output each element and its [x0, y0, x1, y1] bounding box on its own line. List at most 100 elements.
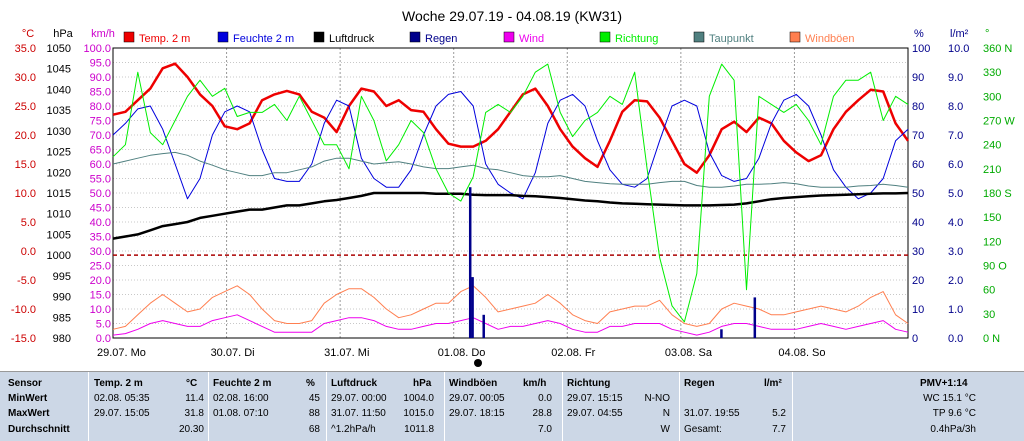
max-temp-value: 31.8: [184, 408, 204, 419]
pressure-axis-tick: 985: [53, 312, 71, 324]
temp-axis-tick: -10.0: [11, 304, 36, 316]
min-hum-value: 45: [308, 393, 320, 404]
rain-bar: [720, 329, 723, 338]
min-dir-time: 29.07. 15:15: [567, 393, 623, 404]
temp-axis-tick: 15.0: [15, 159, 36, 171]
direction-axis-tick: 360 N: [983, 43, 1012, 55]
row-max-label: MaxWert: [8, 408, 50, 419]
temp-axis-tick: 35.0: [15, 43, 36, 55]
pressure-axis-tick: 1015: [47, 188, 71, 200]
rain-bar: [471, 277, 474, 338]
pressure-axis-tick: 1020: [47, 167, 71, 179]
max-dir-value: N: [662, 408, 670, 419]
wind-axis-tick: 30.0: [90, 246, 111, 258]
legend-label: Luftdruck: [329, 33, 375, 45]
wind-axis-tick: 50.0: [90, 188, 111, 200]
row-min-label: MinWert: [8, 393, 48, 404]
avg-hum-value: 68: [308, 424, 320, 435]
min-hum-time: 02.08. 16:00: [213, 393, 269, 404]
series-richtung: [112, 63, 909, 323]
wind-axis-tick: 5.0: [96, 319, 111, 331]
rain-axis-unit: l/m²: [950, 28, 969, 40]
legend-label: Windböen: [805, 33, 855, 45]
min-dir-value: N-NO: [644, 393, 670, 404]
humidity-axis-unit: %: [914, 28, 924, 40]
legend-swatch: [789, 31, 801, 43]
rain-axis-tick: 2.0: [948, 275, 963, 287]
x-day-label: 30.07. Di: [211, 347, 255, 359]
wind-axis-unit: km/h: [91, 28, 115, 40]
humidity-axis-tick: 10: [912, 304, 924, 316]
temp-axis-tick: -5.0: [17, 275, 36, 287]
legend-label: Taupunkt: [709, 33, 754, 45]
legend-item: Wind: [503, 31, 544, 45]
current-day-marker: [474, 359, 482, 367]
direction-axis-tick: 210: [983, 164, 1001, 176]
legend-swatch: [599, 31, 611, 43]
temp-axis-tick: 10.0: [15, 188, 36, 200]
pressure-axis-tick: 1025: [47, 147, 71, 159]
direction-axis-unit: °: [985, 28, 989, 40]
rain-axis-tick: 9.0: [948, 72, 963, 84]
humidity-axis-tick: 30: [912, 246, 924, 258]
wind-axis-tick: 80.0: [90, 101, 111, 113]
direction-axis-tick: 330: [983, 67, 1001, 79]
direction-axis-tick: 270 W: [983, 116, 1015, 128]
header-pmv: PMV+1:14: [920, 378, 968, 389]
chart-title: Woche 29.07.19 - 04.08.19 (KW31): [402, 8, 622, 24]
direction-axis-tick: 60: [983, 285, 995, 297]
legend-swatch: [123, 31, 135, 43]
direction-axis-tick: 300: [983, 91, 1001, 103]
humidity-axis-tick: 60: [912, 159, 924, 171]
rain-bar: [468, 187, 472, 338]
max-hum-time: 01.08. 07:10: [213, 408, 269, 419]
wind-axis-tick: 65.0: [90, 145, 111, 157]
wind-axis-tick: 70.0: [90, 130, 111, 142]
temp-axis-tick: 5.0: [21, 217, 36, 229]
series-taupunkt: [112, 151, 909, 188]
avg-press-value: 1011.8: [404, 424, 434, 435]
header-pressure-unit: hPa: [413, 378, 432, 389]
rain-axis-tick: 10.0: [948, 43, 969, 55]
min-gust-value: 0.0: [538, 393, 552, 404]
series-luftdruck: [112, 191, 909, 240]
rain-axis-tick: 4.0: [948, 217, 963, 229]
rain-axis-tick: 8.0: [948, 101, 963, 113]
pmv-dewpoint: TP 9.6 °C: [932, 408, 976, 419]
avg-gust-value: 7.0: [538, 424, 552, 435]
humidity-axis-tick: 100: [912, 43, 930, 55]
header-rain-unit: l/m²: [764, 378, 782, 389]
pressure-axis-tick: 1005: [47, 229, 71, 241]
max-rain-time: 31.07. 19:55: [684, 408, 740, 419]
rain-axis-tick: 7.0: [948, 130, 963, 142]
legend-swatch: [503, 31, 515, 43]
pressure-axis-tick: 1045: [47, 64, 71, 76]
max-gust-time: 29.07. 18:15: [449, 408, 505, 419]
rain-total-value: 7.7: [772, 424, 786, 435]
header-rain: Regen: [684, 378, 715, 389]
series-feuchte-2-m: [112, 91, 909, 200]
max-gust-value: 28.8: [532, 408, 552, 419]
pressure-axis-tick: 1035: [47, 105, 71, 117]
pressure-trend: ^1.2hPa/h: [331, 424, 376, 435]
temp-axis-tick: 0.0: [21, 246, 36, 258]
humidity-axis-tick: 20: [912, 275, 924, 287]
max-dir-time: 29.07. 04:55: [567, 408, 623, 419]
legend-item: Feuchte 2 m: [217, 31, 294, 45]
x-day-label: 04.08. So: [778, 347, 825, 359]
legend-swatch: [217, 31, 229, 43]
min-temp-time: 02.08. 05:35: [94, 393, 150, 404]
header-direction: Richtung: [567, 378, 611, 389]
rain-axis-tick: 1.0: [948, 304, 963, 316]
rain-bar: [753, 297, 757, 338]
legend-label: Wind: [519, 33, 544, 45]
direction-axis-tick: 240: [983, 140, 1001, 152]
max-temp-time: 29.07. 15:05: [94, 408, 150, 419]
legend-item: Richtung: [599, 31, 658, 45]
wind-axis-tick: 15.0: [90, 290, 111, 302]
wind-axis-tick: 10.0: [90, 304, 111, 316]
humidity-axis-tick: 0: [912, 333, 918, 345]
pmv-windchill: WC 15.1 °C: [923, 393, 976, 404]
min-gust-time: 29.07. 00:05: [449, 393, 505, 404]
wind-axis-tick: 100.0: [83, 43, 111, 55]
